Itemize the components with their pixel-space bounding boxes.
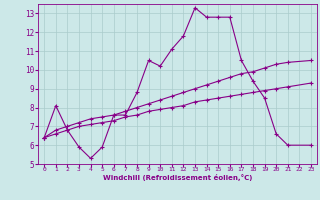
- X-axis label: Windchill (Refroidissement éolien,°C): Windchill (Refroidissement éolien,°C): [103, 174, 252, 181]
